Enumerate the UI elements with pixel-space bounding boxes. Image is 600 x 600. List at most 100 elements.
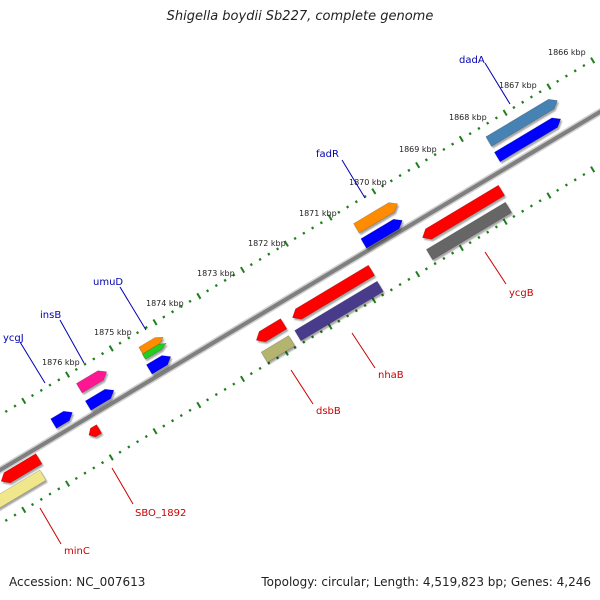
forward-scale-tick xyxy=(564,74,568,78)
gene-features xyxy=(0,98,562,509)
forward-scale-tick xyxy=(74,367,78,371)
reverse-scale-tick xyxy=(13,513,17,517)
forward-scale-tick xyxy=(354,200,358,204)
scale-label-1873: 1873 kbp xyxy=(197,269,235,278)
scale-label-1874: 1874 kbp xyxy=(146,299,184,308)
label-line-dadA xyxy=(484,62,511,105)
reverse-scale-tick xyxy=(538,199,542,203)
gene-label-insB: insB xyxy=(40,310,61,321)
gene-feature-dadA-cds xyxy=(493,117,562,163)
forward-scale-tick xyxy=(398,174,402,178)
genome-backbone-core xyxy=(0,109,600,473)
forward-scale-tick xyxy=(170,310,175,314)
forward-scale-tick xyxy=(451,142,455,146)
forward-scale-tick xyxy=(502,109,508,117)
reverse-scale-tick xyxy=(363,303,367,308)
reverse-scale-tick xyxy=(346,314,350,318)
reverse-scale-tick xyxy=(127,445,131,449)
reverse-scale-tick xyxy=(276,356,280,360)
reverse-scale-tick xyxy=(240,375,246,383)
map-title: Shigella boydii Sb227, complete genome xyxy=(166,9,434,24)
forward-scale-tick xyxy=(371,188,377,195)
forward-scale-tick xyxy=(188,299,192,303)
forward-scale-tick xyxy=(4,409,8,413)
reverse-scale-tick xyxy=(573,178,577,182)
forward-scale-tick xyxy=(196,292,202,300)
forward-scale-tick xyxy=(100,352,105,356)
reverse-scale-tick xyxy=(337,319,341,323)
forward-scale-tick xyxy=(582,64,586,68)
reverse-scale-tick xyxy=(302,340,306,344)
forward-scale-tick xyxy=(144,325,148,330)
gene-labels: dadA fadR umuD insB ycgJ ycgB nhaB dsbB … xyxy=(3,55,534,557)
scale-ticks xyxy=(4,54,600,522)
reverse-scale-tick xyxy=(162,424,166,428)
gene-feature-insB xyxy=(75,370,108,394)
forward-scale-tick xyxy=(494,116,498,120)
scale-label-1868: 1868 kbp xyxy=(449,113,487,122)
forward-scale-tick xyxy=(21,397,27,405)
scale-label-1871: 1871 kbp xyxy=(299,209,337,218)
forward-scale-tick xyxy=(162,315,166,319)
forward-scale-tick xyxy=(267,252,271,256)
forward-scale-tick xyxy=(283,240,289,247)
gene-feature-minC-cds xyxy=(0,469,47,509)
forward-scale-tick xyxy=(249,263,253,267)
reverse-scale-tick xyxy=(398,283,402,287)
topology-summary: Topology: circular; Length: 4,519,823 bp… xyxy=(261,575,591,589)
reverse-scale-tick xyxy=(135,440,140,444)
reverse-scale-tick xyxy=(65,480,71,487)
scale-label-1866: 1866 kbp xyxy=(548,48,586,57)
reverse-scale-tick xyxy=(188,408,192,412)
forward-scale-tick xyxy=(276,247,280,251)
gene-feature-nhaB-cds xyxy=(294,280,384,342)
forward-scale-tick xyxy=(319,221,323,225)
reverse-scale-tick xyxy=(223,387,227,391)
gene-feature-fadR xyxy=(353,202,399,234)
gene-label-fadR: fadR xyxy=(316,149,339,160)
gene-feature-umuD-misc xyxy=(141,342,167,360)
gene-label-dadA: dadA xyxy=(459,55,485,66)
forward-scale-tick xyxy=(179,304,183,309)
forward-scale-tick xyxy=(415,161,421,169)
forward-scale-tick xyxy=(389,179,393,183)
forward-scale-tick xyxy=(57,378,61,382)
reverse-scale-tick xyxy=(144,434,148,439)
scale-label-1876: 1876 kbp xyxy=(42,358,80,367)
reverse-scale-tick xyxy=(502,218,508,226)
gene-label-dsbB: dsbB xyxy=(316,406,341,417)
reverse-scale-tick xyxy=(590,166,596,173)
reverse-scale-tick xyxy=(468,241,472,245)
reverse-scale-tick xyxy=(486,230,490,234)
reverse-scale-tick xyxy=(415,270,421,278)
reverse-scale-tick xyxy=(30,502,35,507)
gene-feature-dadA xyxy=(485,98,558,147)
forward-scale-tick xyxy=(258,257,262,261)
forward-scale-tick xyxy=(302,231,306,235)
gene-feature-ycgB-cds xyxy=(425,201,513,261)
forward-scale-tick xyxy=(152,318,158,326)
reverse-scale-tick xyxy=(39,497,43,501)
forward-scale-tick xyxy=(127,336,131,340)
gene-label-SBO_1892: SBO_1892 xyxy=(135,508,186,519)
gene-feature-umuD xyxy=(138,336,164,355)
reverse-scale-tick xyxy=(293,345,297,350)
gene-feature-nhaB xyxy=(292,264,376,320)
forward-scale-tick xyxy=(546,83,552,90)
gene-label-minC: minC xyxy=(64,546,90,557)
forward-scale-tick xyxy=(538,90,542,94)
forward-scale-tick xyxy=(232,273,236,277)
gene-label-umuD: umuD xyxy=(93,277,123,288)
gene-feature-ycgB xyxy=(422,184,506,240)
gene-feature-dsbB xyxy=(255,318,288,343)
gene-label-ycgJ: ycgJ xyxy=(3,333,24,344)
reverse-scale-tick xyxy=(311,335,315,339)
forward-scale-tick xyxy=(529,95,533,99)
forward-scale-tick xyxy=(521,100,525,104)
forward-scale-tick xyxy=(240,266,246,274)
reverse-scale-tick xyxy=(249,372,253,376)
forward-scale-tick xyxy=(590,57,596,64)
forward-scale-tick xyxy=(486,121,490,125)
reverse-scale-tick xyxy=(92,466,96,470)
forward-scale-tick xyxy=(556,79,560,83)
